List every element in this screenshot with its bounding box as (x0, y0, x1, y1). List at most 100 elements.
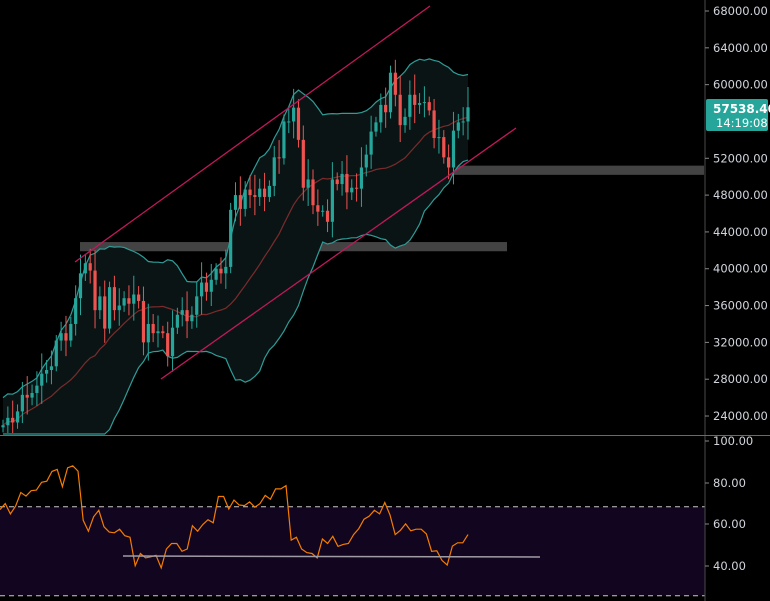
candle-body (292, 107, 296, 122)
price-tick-label: 44000.00 (713, 225, 768, 239)
candle (30, 384, 34, 406)
candle-body (156, 331, 160, 334)
candle (393, 59, 397, 107)
candle-body (117, 305, 121, 311)
rsi-support-line[interactable] (122, 555, 541, 558)
candle (141, 286, 146, 356)
candle-body (204, 282, 209, 292)
candle-body (127, 298, 131, 304)
candle-body (180, 310, 184, 315)
candle-body (437, 137, 441, 139)
candle (413, 74, 417, 124)
bollinger-fill (3, 58, 468, 435)
candle (248, 175, 252, 209)
candle (466, 87, 470, 140)
candle-body (49, 366, 54, 370)
candle-body (403, 116, 407, 126)
candle (316, 189, 320, 226)
candle (287, 108, 291, 134)
candle-body (447, 157, 451, 168)
candle-body (98, 296, 102, 311)
trend-channel[interactable] (74, 5, 517, 380)
candle-body (20, 394, 24, 412)
rsi-tick-label: 80.00 (713, 476, 746, 490)
candle-body (214, 268, 218, 280)
rsi-band-fill (0, 506, 705, 596)
candle-body (248, 189, 252, 196)
candle (1, 419, 5, 433)
candle (59, 321, 63, 351)
candle (417, 93, 422, 114)
candle (224, 249, 228, 289)
candle (267, 180, 272, 202)
candle-body (69, 323, 73, 341)
candle-body (74, 298, 78, 324)
candle (185, 291, 189, 339)
price-tick-label: 64000.00 (713, 41, 768, 55)
rsi-background-band (0, 506, 705, 596)
candle (204, 272, 209, 301)
rsi-pane (0, 465, 705, 597)
channel-lower-line[interactable] (160, 127, 517, 380)
candle-body (83, 263, 87, 274)
candle (88, 248, 92, 284)
candle (146, 303, 150, 361)
candle-body (122, 298, 126, 306)
candle (117, 288, 121, 326)
candle-body (78, 273, 83, 299)
candle (262, 172, 267, 212)
candle (209, 263, 213, 307)
candle (137, 286, 141, 309)
candle-body (243, 189, 247, 209)
candle-body (190, 314, 194, 322)
rsi-tick-label: 40.00 (713, 559, 746, 573)
candle (93, 250, 97, 329)
candle-body (345, 173, 349, 193)
candle (296, 99, 301, 148)
candle-body (369, 131, 373, 155)
candle-body (466, 107, 470, 122)
candle (408, 80, 412, 130)
candle-body (316, 205, 320, 212)
candle (229, 202, 233, 274)
bollinger-bands (2, 58, 469, 435)
candle-body (277, 157, 281, 159)
candle (214, 263, 218, 285)
candle (345, 155, 349, 210)
candle-body (253, 195, 257, 197)
candle (258, 178, 262, 206)
candle (340, 161, 344, 196)
price-tick-label: 24000.00 (713, 409, 768, 423)
candle-body (30, 393, 34, 398)
candle-body (170, 327, 175, 357)
candle-body (44, 369, 49, 374)
last-price-badge (706, 99, 768, 131)
candle (354, 173, 359, 202)
candle (369, 115, 373, 169)
channel-upper-line[interactable] (74, 5, 431, 263)
candle (301, 125, 305, 201)
candle-body (107, 287, 112, 329)
zone-rectangle[interactable] (296, 165, 704, 175)
candle (132, 275, 136, 321)
candle (122, 291, 126, 312)
candle (238, 176, 242, 226)
candle-body (325, 210, 330, 222)
candle-body (301, 139, 305, 188)
candle (253, 174, 257, 216)
candle-body (296, 107, 301, 140)
candle (190, 306, 194, 329)
candle (161, 325, 165, 339)
candle (311, 169, 315, 215)
candle (20, 381, 24, 424)
candle (321, 205, 325, 217)
price-axis[interactable]: 68000.00 64000.00 60000.00 52000.00 48000.00… (705, 4, 768, 573)
candle-body (209, 279, 213, 292)
candle (359, 147, 364, 207)
candle-body (287, 121, 291, 123)
candle (44, 360, 49, 383)
candle (461, 107, 465, 136)
candle (49, 350, 54, 385)
candle (325, 199, 330, 233)
